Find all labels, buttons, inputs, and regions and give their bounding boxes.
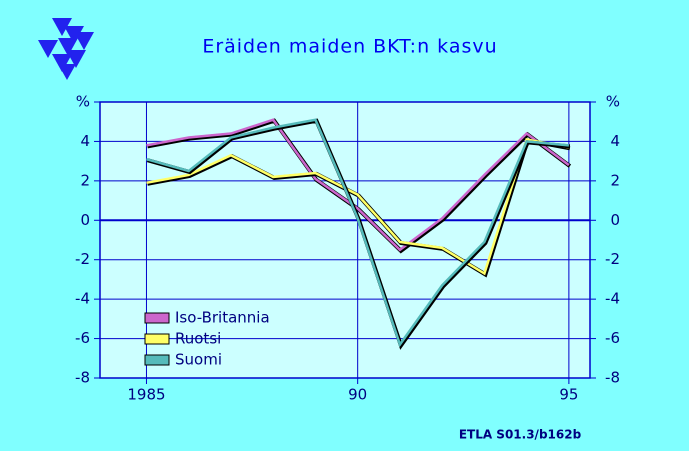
y-tick-label: 4 xyxy=(80,132,90,150)
y2-tick-label: -8 xyxy=(605,369,620,387)
y2-tick-label: % xyxy=(606,93,620,111)
y-tick-label: -6 xyxy=(75,329,90,347)
y2-tick-label: -6 xyxy=(605,329,620,347)
y-tick-label: -4 xyxy=(75,290,90,308)
axes-frame xyxy=(99,101,591,379)
y2-tick-label: -2 xyxy=(605,250,620,268)
y-tick-label: 2 xyxy=(80,171,90,189)
logo xyxy=(38,18,94,80)
y2-tick-label: -4 xyxy=(605,290,620,308)
line xyxy=(146,138,570,276)
chart-title: Eräiden maiden BKT:n kasvu xyxy=(202,36,497,58)
y2-tick-label: 2 xyxy=(610,171,620,189)
y2-tick-label: 4 xyxy=(610,132,620,150)
legend-swatch xyxy=(144,312,170,324)
x-tick-label: 90 xyxy=(348,386,367,404)
line xyxy=(146,118,569,348)
legend-swatch xyxy=(144,333,170,345)
legend-label: Ruotsi xyxy=(175,330,221,348)
y-tick-label: -8 xyxy=(75,369,90,387)
y-tick-label: 0 xyxy=(80,211,90,229)
line xyxy=(146,118,570,252)
legend-swatch xyxy=(144,354,170,366)
legend-label: Iso-Britannia xyxy=(175,309,270,327)
plot-area xyxy=(100,102,590,378)
x-tick-label: 95 xyxy=(559,386,578,404)
y-tick-label: % xyxy=(76,93,90,111)
legend-label: Suomi xyxy=(175,351,222,369)
y-tick-label: -2 xyxy=(75,250,90,268)
source-note: ETLA S01.3/b162b xyxy=(459,428,582,442)
y2-tick-label: 0 xyxy=(610,211,620,229)
x-tick-label: 1985 xyxy=(127,386,165,404)
